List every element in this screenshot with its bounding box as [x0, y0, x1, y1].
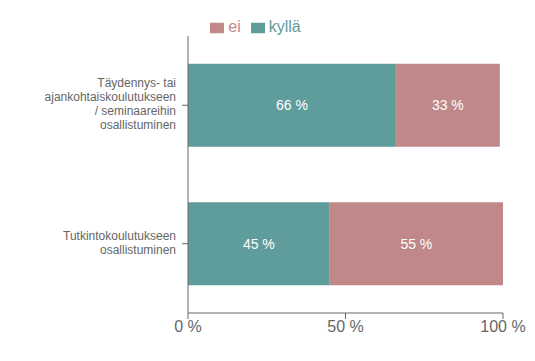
svg-text:50 %: 50 % — [327, 318, 363, 335]
svg-text:33 %: 33 % — [432, 97, 464, 113]
svg-text:100 %: 100 % — [480, 318, 525, 335]
svg-text:66 %: 66 % — [276, 97, 308, 113]
svg-text:Täydennys- taiajankohtaiskoulu: Täydennys- taiajankohtaiskoulutukseen/ s… — [45, 76, 176, 132]
svg-text:55 %: 55 % — [400, 236, 432, 252]
svg-text:Tutkintokoulutukseenosallistum: Tutkintokoulutukseenosallistuminen — [63, 229, 176, 257]
svg-text:45 %: 45 % — [243, 236, 275, 252]
html-text:ei: ei — [228, 18, 241, 35]
svg-text:0 %: 0 % — [174, 318, 202, 335]
html-text:kyllä: kyllä — [268, 18, 301, 35]
